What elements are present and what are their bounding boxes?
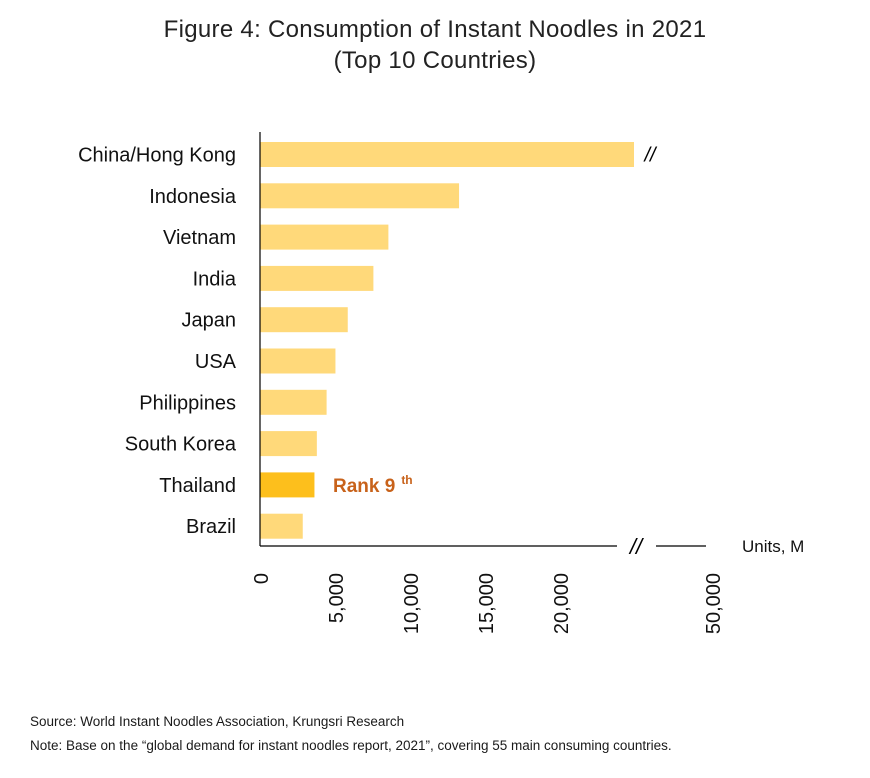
bar bbox=[260, 183, 460, 209]
bar bbox=[260, 307, 348, 333]
bar bbox=[260, 142, 634, 167]
x-tick-label: 5,000 bbox=[326, 573, 348, 623]
bar bbox=[260, 431, 317, 457]
x-tick-label: 10,000 bbox=[401, 573, 423, 634]
x-axis-unit-label: Units, M bbox=[742, 537, 804, 556]
category-label: USA bbox=[195, 351, 237, 373]
category-label: India bbox=[193, 268, 237, 290]
category-label: South Korea bbox=[125, 434, 237, 456]
bar bbox=[260, 224, 389, 250]
bar bbox=[260, 265, 374, 291]
category-label: Japan bbox=[182, 310, 237, 332]
category-label: Thailand bbox=[159, 475, 236, 497]
x-axis-break-marker: // bbox=[628, 534, 644, 559]
chart-title: Figure 4: Consumption of Instant Noodles… bbox=[163, 16, 707, 43]
chart-subtitle: (Top 10 Countries) bbox=[333, 47, 537, 74]
bar-break-marker: // bbox=[642, 145, 658, 167]
x-tick-label: 50,000 bbox=[703, 573, 725, 634]
bar bbox=[260, 513, 303, 539]
x-tick-label: 20,000 bbox=[551, 573, 573, 634]
category-label: Vietnam bbox=[163, 227, 236, 249]
x-tick-label: 0 bbox=[251, 573, 273, 584]
bar bbox=[260, 348, 336, 374]
bar-chart: // China/Hong Kong Indonesia Vietnam India Ja… bbox=[78, 132, 804, 634]
x-tick-label: 15,000 bbox=[476, 573, 498, 634]
footnote: Note: Base on the “global demand for ins… bbox=[30, 738, 672, 753]
source-note: Source: World Instant Noodles Associatio… bbox=[30, 714, 405, 729]
category-label: China/Hong Kong bbox=[78, 145, 236, 167]
bar bbox=[260, 389, 327, 415]
category-label: Brazil bbox=[186, 516, 236, 538]
category-label: Philippines bbox=[139, 392, 236, 414]
category-label: Indonesia bbox=[149, 186, 237, 208]
bar bbox=[260, 472, 315, 498]
